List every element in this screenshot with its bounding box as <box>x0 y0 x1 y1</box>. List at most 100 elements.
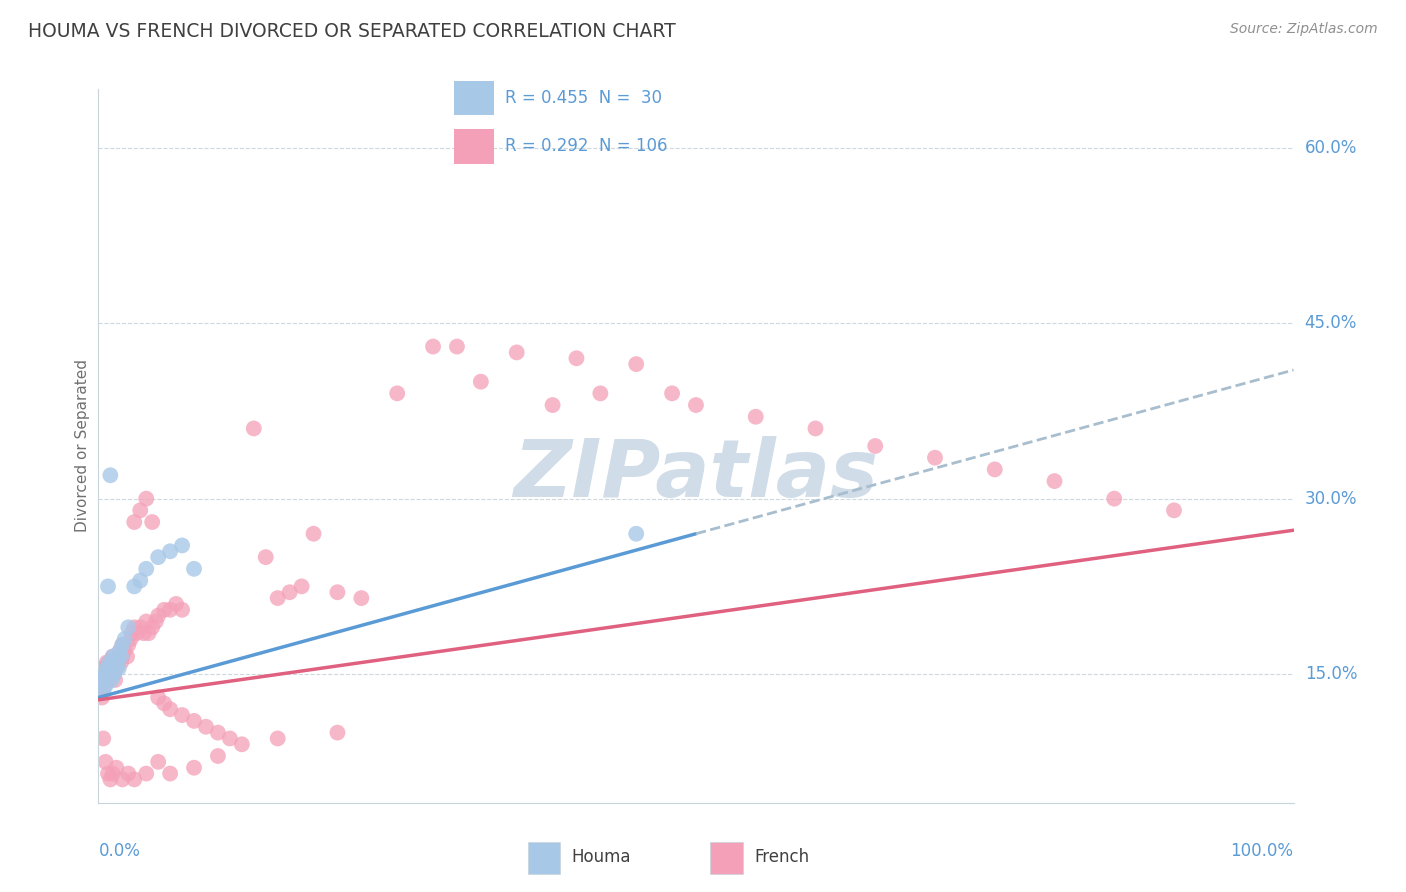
Point <box>804 421 827 435</box>
Bar <box>454 80 494 115</box>
Point <box>172 708 194 723</box>
Point <box>153 603 176 617</box>
Point <box>117 638 139 652</box>
Point <box>129 620 152 634</box>
Point <box>98 667 121 681</box>
Point <box>291 579 314 593</box>
Point <box>104 673 127 687</box>
Point <box>165 597 187 611</box>
Point <box>626 526 648 541</box>
Point <box>107 656 129 670</box>
Point <box>115 649 138 664</box>
Point <box>91 673 114 687</box>
Y-axis label: Divorced or Separated: Divorced or Separated <box>75 359 90 533</box>
Point <box>96 661 118 675</box>
Point <box>135 766 157 780</box>
Point <box>103 667 125 681</box>
Text: 45.0%: 45.0% <box>1305 314 1357 332</box>
Point <box>138 626 160 640</box>
Point <box>135 562 157 576</box>
Point <box>91 673 114 687</box>
Point <box>231 737 253 751</box>
Point <box>96 656 118 670</box>
Point <box>148 690 170 705</box>
Point <box>159 603 181 617</box>
Point <box>90 679 112 693</box>
Point <box>159 766 181 780</box>
Point <box>101 649 124 664</box>
Point <box>267 731 290 746</box>
Point <box>172 538 194 552</box>
Point <box>125 626 148 640</box>
Point <box>107 649 129 664</box>
Point <box>98 656 121 670</box>
Point <box>111 638 134 652</box>
Point <box>159 544 181 558</box>
Point <box>97 673 120 687</box>
Point <box>114 632 136 646</box>
Point <box>97 667 120 681</box>
Point <box>91 684 114 698</box>
Point <box>267 591 290 605</box>
Point <box>278 585 301 599</box>
Point <box>105 656 128 670</box>
Text: ZIPatlas: ZIPatlas <box>513 435 879 514</box>
Point <box>108 644 131 658</box>
Point <box>94 755 117 769</box>
Point <box>159 702 181 716</box>
Point <box>91 661 114 675</box>
Bar <box>527 842 561 874</box>
Point <box>661 386 683 401</box>
Point <box>93 679 115 693</box>
Point <box>98 656 122 670</box>
Text: 0.0%: 0.0% <box>98 842 141 860</box>
Point <box>120 632 142 646</box>
Point <box>145 615 167 629</box>
Text: Houma: Houma <box>571 847 631 866</box>
Point <box>98 772 122 787</box>
Point <box>117 766 139 780</box>
Point <box>104 661 127 675</box>
Point <box>117 620 139 634</box>
Point <box>422 340 444 354</box>
Point <box>141 515 163 529</box>
Point <box>114 644 136 658</box>
Point <box>129 503 152 517</box>
Point <box>541 398 564 412</box>
Point <box>91 667 114 681</box>
Point <box>1104 491 1126 506</box>
Point <box>865 439 887 453</box>
Point <box>91 690 114 705</box>
Point <box>685 398 707 412</box>
Point <box>121 626 143 640</box>
Point <box>97 766 120 780</box>
Point <box>183 761 205 775</box>
Point <box>105 656 128 670</box>
Text: 60.0%: 60.0% <box>1305 138 1357 157</box>
Point <box>1163 503 1185 517</box>
Point <box>90 684 112 698</box>
Point <box>110 656 132 670</box>
Point <box>124 620 146 634</box>
Point <box>108 644 131 658</box>
Point <box>124 772 146 787</box>
Point <box>105 661 128 675</box>
Point <box>107 661 129 675</box>
Point <box>101 649 124 664</box>
Point <box>470 375 492 389</box>
Point <box>107 649 129 664</box>
Point <box>96 667 118 681</box>
Point <box>1043 474 1066 488</box>
Point <box>148 755 170 769</box>
Point <box>98 661 122 675</box>
Point <box>97 579 120 593</box>
Point <box>172 603 194 617</box>
Point <box>219 731 242 746</box>
Point <box>254 550 277 565</box>
Point <box>129 574 152 588</box>
Point <box>385 386 409 401</box>
Point <box>350 591 373 605</box>
Point <box>105 761 128 775</box>
Point <box>101 766 124 780</box>
Text: Source: ZipAtlas.com: Source: ZipAtlas.com <box>1230 22 1378 37</box>
